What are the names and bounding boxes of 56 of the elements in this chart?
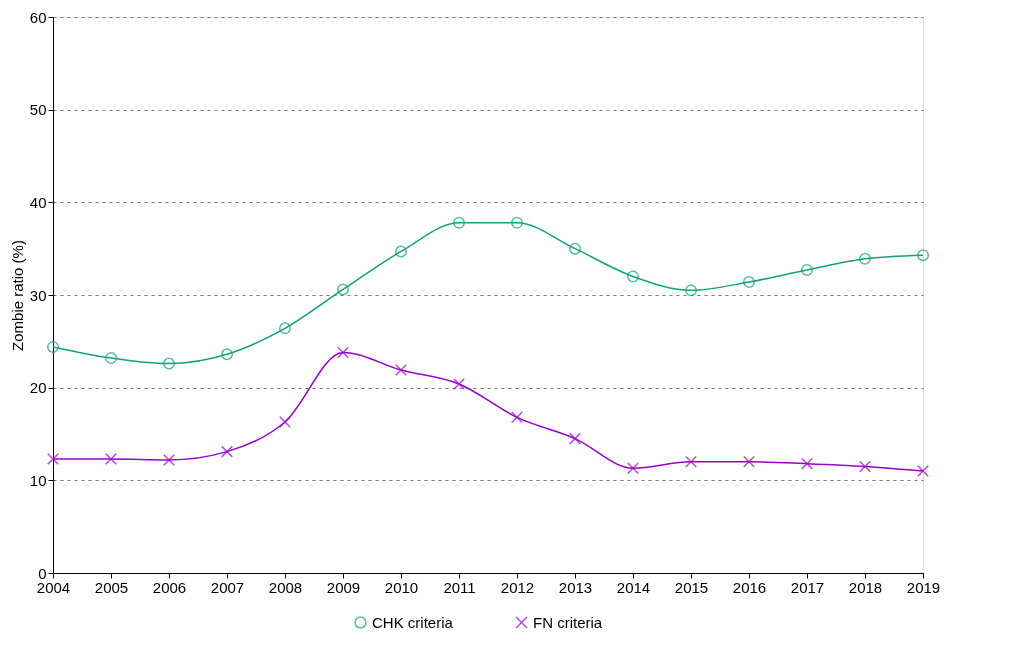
x-tick-label: 2018 [848, 578, 883, 596]
x-tick-label: 2009 [326, 578, 361, 596]
x-tick-label: 2010 [384, 578, 419, 596]
point [743, 455, 755, 468]
point [105, 453, 117, 466]
y-tick-label: 10 [29, 471, 47, 489]
point [105, 352, 117, 364]
point [569, 242, 581, 255]
point [801, 457, 813, 470]
point [221, 348, 233, 361]
x-tick-label: 2008 [268, 578, 303, 596]
y-tick-label: 40 [29, 193, 47, 211]
y-axis-title: Zombie ratio (%) [8, 240, 26, 351]
point [47, 340, 59, 353]
point [743, 276, 755, 289]
point [395, 364, 407, 377]
x-tick-label: 2013 [558, 578, 593, 596]
point [279, 415, 291, 428]
legend-label: FN criteria [533, 613, 603, 631]
point [917, 465, 929, 478]
point [859, 460, 871, 473]
point [395, 245, 407, 258]
point [801, 264, 813, 276]
point [859, 252, 871, 265]
point [627, 462, 639, 475]
point [511, 216, 523, 229]
point [685, 455, 697, 468]
point [917, 249, 929, 262]
point [47, 453, 59, 466]
point [685, 284, 697, 297]
point [221, 445, 233, 458]
point [337, 346, 349, 359]
x-tick-label: 2011 [443, 578, 476, 596]
x-tick-label: 2016 [732, 578, 767, 596]
x-tick-label: 2005 [94, 578, 129, 596]
x-tick-label: 2006 [152, 578, 187, 596]
x-tick-label: 2012 [500, 578, 535, 596]
x-tick-label: 2019 [906, 578, 941, 596]
point [453, 216, 465, 229]
point [163, 453, 175, 466]
point [453, 377, 465, 390]
y-tick-label: 50 [29, 101, 47, 119]
point [337, 283, 349, 296]
legend-label: CHK criteria [372, 613, 454, 631]
y-tick-label: 30 [29, 286, 47, 304]
x-tick-label: 2014 [616, 578, 651, 596]
point [163, 357, 175, 370]
point [627, 270, 639, 283]
x-tick-label: 2007 [210, 578, 245, 596]
point [511, 411, 523, 424]
y-tick-label: 20 [29, 379, 47, 397]
x-tick-label: 2017 [790, 578, 825, 596]
point [279, 322, 291, 335]
x-tick-label: 2015 [674, 578, 709, 596]
point [569, 432, 581, 445]
y-tick-label: 60 [29, 8, 47, 26]
